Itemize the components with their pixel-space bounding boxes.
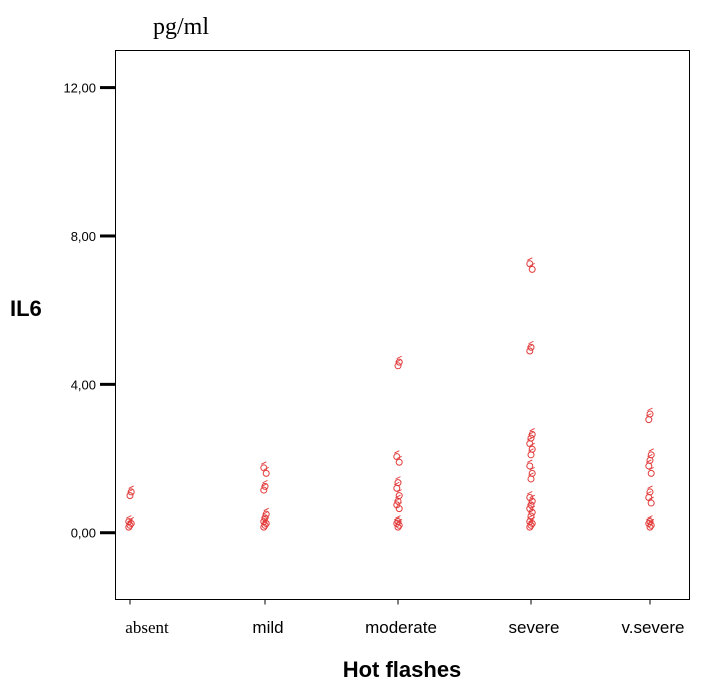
data-point [527, 343, 535, 351]
data-point-mark [648, 466, 654, 471]
data-point-mark [527, 257, 533, 261]
data-point [646, 488, 654, 496]
data-point [395, 458, 403, 466]
data-point [527, 451, 535, 459]
data-point [528, 265, 536, 273]
data-point [395, 492, 403, 500]
data-point [646, 410, 654, 418]
data-point [528, 508, 536, 516]
data-point [393, 484, 401, 492]
data-point [127, 488, 135, 496]
data-point-mark [128, 517, 134, 521]
data-point [527, 521, 535, 529]
data-point [528, 497, 536, 505]
data-point [645, 462, 653, 470]
data-point-mark [648, 496, 654, 500]
data-point [526, 347, 534, 355]
data-point-mark [648, 448, 654, 452]
data-point [527, 512, 535, 520]
data-point-mark [529, 466, 535, 471]
x-tick-label: severe [508, 618, 559, 637]
data-point [126, 492, 134, 500]
data-point [647, 469, 655, 477]
data-point-mark [261, 461, 267, 465]
data-point [261, 514, 269, 522]
data-point-mark [126, 515, 132, 519]
data-point [261, 482, 269, 490]
y-axis: 0,00 4,00 8,00 12,00 [63, 81, 116, 541]
data-point [526, 260, 534, 268]
data-point [393, 519, 401, 527]
plot-frame [115, 50, 690, 600]
data-point-mark [396, 455, 402, 460]
data-point [262, 510, 270, 518]
data-point-mark [262, 479, 268, 484]
data-point [395, 358, 403, 366]
data-point-mark [396, 355, 402, 359]
y-tick-label: 0,00 [71, 526, 96, 541]
x-tick-label: absent [125, 618, 169, 637]
data-point-mark [527, 459, 533, 463]
y-tick-label: 8,00 [71, 229, 96, 244]
data-point [528, 469, 536, 477]
data-point [261, 521, 269, 529]
data-point-mark [263, 466, 269, 471]
x-tick-label: moderate [365, 618, 437, 637]
data-point [126, 521, 134, 529]
y-tick-label: 4,00 [71, 377, 96, 392]
data-point [262, 469, 270, 477]
x-tick-label: mild [252, 618, 283, 637]
data-point-mark [394, 450, 400, 454]
data-point [395, 505, 403, 513]
data-point [646, 518, 654, 526]
data-point-mark [647, 485, 653, 489]
data-point-mark [647, 515, 653, 519]
x-axis-title: Hot flashes [343, 657, 462, 682]
data-point [647, 451, 655, 459]
y-tick-label: 12,00 [63, 81, 96, 96]
data-point-mark [395, 515, 401, 519]
data-point [645, 416, 653, 424]
data-point [393, 501, 401, 509]
data-point [394, 362, 402, 370]
data-point-mark [527, 491, 533, 495]
data-point-mark [529, 428, 535, 432]
data-point [394, 518, 402, 526]
data-point [526, 493, 534, 501]
data-point-mark [128, 485, 134, 489]
x-axis: absent mild moderate severe v.severe [125, 599, 685, 637]
data-point-mark [529, 262, 535, 267]
y-axis-title: IL6 [10, 296, 42, 321]
data-point [527, 434, 535, 442]
data-point [526, 505, 534, 513]
data-point-mark [647, 407, 653, 411]
data-points [125, 257, 655, 531]
data-point [393, 453, 401, 461]
x-tick-label: v.severe [622, 618, 685, 637]
data-point [528, 430, 536, 438]
data-point-mark [529, 442, 535, 447]
data-point [260, 486, 268, 494]
data-point [394, 479, 402, 487]
data-point-mark [528, 340, 534, 345]
unit-label: pg/ml [153, 14, 209, 40]
data-point [526, 462, 534, 470]
data-point-mark [263, 507, 269, 512]
data-point [527, 501, 535, 509]
data-point-mark [395, 476, 401, 480]
data-point [260, 464, 268, 472]
data-point [647, 499, 655, 507]
data-point [260, 518, 268, 526]
data-point [528, 445, 536, 453]
data-point [527, 475, 535, 483]
data-point-mark [396, 489, 402, 493]
data-point [125, 518, 133, 526]
data-point [645, 519, 653, 527]
